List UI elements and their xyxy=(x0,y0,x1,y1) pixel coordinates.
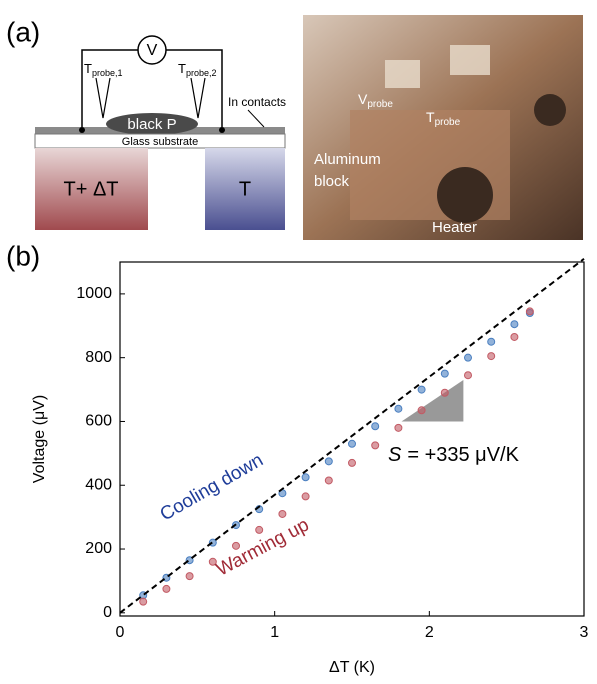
data-point xyxy=(488,338,495,345)
photo-heater xyxy=(437,167,493,223)
photo-knob xyxy=(534,94,566,126)
data-point xyxy=(441,389,448,396)
arrow xyxy=(248,110,264,127)
y-tick-label: 0 xyxy=(103,604,112,621)
data-point xyxy=(395,424,402,431)
data-point xyxy=(511,321,518,328)
probe-label: Tprobe,1 xyxy=(84,61,122,78)
data-point xyxy=(395,405,402,412)
contact xyxy=(219,127,225,133)
x-tick-label: 1 xyxy=(270,624,279,641)
data-point xyxy=(465,372,472,379)
data-point xyxy=(372,423,379,430)
block-label: T+ ΔT xyxy=(63,178,118,200)
block-label: T xyxy=(239,178,251,200)
data-point xyxy=(465,354,472,361)
data-point xyxy=(349,440,356,447)
y-tick-label: 200 xyxy=(85,540,112,557)
data-point xyxy=(140,598,147,605)
contact xyxy=(79,127,85,133)
data-point xyxy=(441,370,448,377)
data-point xyxy=(325,458,332,465)
annotation: Warming up xyxy=(213,514,313,580)
data-point xyxy=(511,333,518,340)
figure: (a) V Tprobe,1 Tprobe,2 black P In conta… xyxy=(0,0,597,684)
panel-label: (a) xyxy=(6,16,40,47)
data-point xyxy=(256,526,263,533)
y-tick-label: 1000 xyxy=(76,285,112,302)
x-tick-label: 2 xyxy=(425,624,434,641)
photo-label: Heater xyxy=(432,219,477,236)
probe xyxy=(96,78,205,118)
photo-probe xyxy=(450,45,490,75)
probe-label: Tprobe,2 xyxy=(178,61,216,78)
slope-value: = +335 μV/K xyxy=(407,444,519,466)
data-point xyxy=(418,407,425,414)
x-tick-label: 3 xyxy=(580,624,589,641)
panel-label: (b) xyxy=(6,240,40,271)
data-point xyxy=(279,510,286,517)
data-point xyxy=(372,442,379,449)
data-point xyxy=(302,474,309,481)
slope-label: S= +335 μV/K xyxy=(388,444,520,466)
photo-label: Aluminum xyxy=(314,151,381,168)
y-tick-label: 600 xyxy=(85,413,112,430)
data-point xyxy=(349,459,356,466)
voltmeter-label: V xyxy=(147,42,158,59)
y-axis-label: Voltage (μV) xyxy=(31,395,48,483)
y-tick-label: 800 xyxy=(85,349,112,366)
substrate-label: Glass substrate xyxy=(122,136,198,148)
y-tick-label: 400 xyxy=(85,476,112,493)
x-axis-label: ΔT (K) xyxy=(329,659,375,676)
contacts-label: In contacts xyxy=(228,95,286,109)
data-point xyxy=(186,573,193,580)
slope-symbol: S xyxy=(388,444,402,466)
x-tick-label: 0 xyxy=(116,624,125,641)
data-point xyxy=(488,353,495,360)
data-point xyxy=(163,585,170,592)
data-point xyxy=(302,493,309,500)
sample-label: black P xyxy=(127,116,176,133)
data-point xyxy=(526,308,533,315)
data-point xyxy=(325,477,332,484)
photo-probe xyxy=(385,60,420,88)
slope-triangle xyxy=(401,380,463,421)
photo-label: block xyxy=(314,173,350,190)
data-point xyxy=(418,386,425,393)
